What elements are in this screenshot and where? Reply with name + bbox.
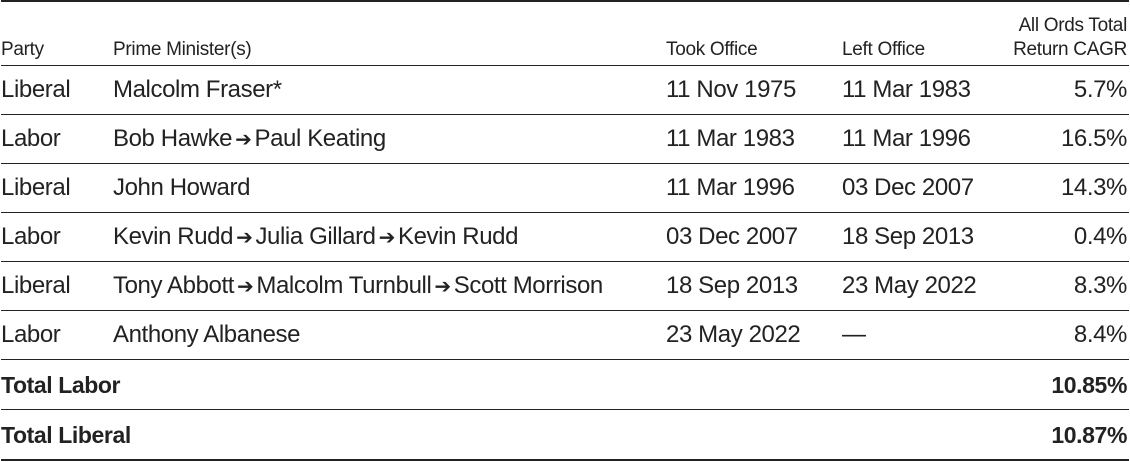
prime-minister-name: Julia Gillard	[255, 222, 376, 250]
header-party: Party	[1, 39, 44, 60]
cagr-cell: 8.3%	[1073, 272, 1128, 299]
prime-minister-name: Tony Abbott	[113, 271, 235, 299]
party-cell: Liberal	[1, 174, 71, 201]
party-cell: Labor	[1, 223, 61, 250]
right-arrow-icon: ➔	[236, 226, 253, 249]
left-office-cell: 03 Dec 2007	[842, 174, 974, 201]
cagr-cell: 16.5%	[1060, 125, 1127, 152]
right-arrow-icon: ➔	[434, 275, 451, 298]
prime-minister-name: Scott Morrison	[453, 271, 604, 299]
left-office-cell: 11 Mar 1996	[842, 125, 971, 152]
total-label: Total Liberal	[1, 421, 131, 448]
prime-minister-name: Bob Hawke	[113, 124, 233, 152]
cagr-cell: 14.3%	[1060, 174, 1127, 201]
prime-minister-cell: John Howard	[113, 164, 666, 213]
took-office-cell: 18 Sep 2013	[666, 272, 798, 299]
table-row: Liberal Tony Abbott ➔ Malcolm Turnbull ➔ Scot…	[1, 262, 1129, 311]
table-row: Labor Anthony Albanese 23 May 2022 — 8.4%	[1, 311, 1129, 360]
table-header: Party Prime Minister(s) Took Office Left…	[1, 1, 1129, 66]
table-row: Labor Kevin Rudd ➔ Julia Gillard ➔ Kevin Rudd…	[1, 213, 1129, 262]
cagr-cell: 5.7%	[1073, 76, 1128, 103]
table-row: Liberal John Howard 11 Mar 1996 03 Dec 2007…	[1, 164, 1129, 213]
right-arrow-icon: ➔	[378, 226, 396, 249]
prime-minister-cell: Kevin Rudd ➔ Julia Gillard ➔ Kevin Rudd	[113, 213, 666, 262]
took-office-cell: 23 May 2022	[666, 321, 801, 348]
header-left-office: Left Office	[842, 39, 925, 60]
prime-minister-name: Kevin Rudd	[113, 222, 234, 250]
prime-minister-name: Anthony Albanese	[113, 321, 301, 348]
prime-minister-name: Malcolm Fraser*	[113, 76, 282, 103]
header-took-office: Took Office	[666, 39, 758, 60]
left-office-cell: —	[842, 321, 866, 348]
header-prime-ministers: Prime Minister(s)	[113, 39, 252, 60]
table-row: Labor Bob Hawke ➔ Paul Keating 11 Mar 1983 11…	[1, 115, 1129, 164]
header-cagr-line2: Return CAGR	[1013, 39, 1127, 60]
cagr-cell: 8.4%	[1073, 321, 1128, 348]
total-row-labor: Total Labor 10.85%	[1, 360, 1129, 410]
prime-minister-cell: Tony Abbott ➔ Malcolm Turnbull ➔ Scott Morri…	[113, 262, 666, 311]
prime-minister-cell: Malcolm Fraser*	[113, 66, 666, 115]
prime-minister-name: Malcolm Turnbull	[256, 271, 432, 299]
table-row: Liberal Malcolm Fraser* 11 Nov 1975 11 Mar …	[1, 66, 1129, 115]
header-cagr: All Ords Total Return CAGR	[992, 1, 1129, 66]
prime-minister-name: Kevin Rudd	[398, 222, 519, 250]
right-arrow-icon: ➔	[235, 128, 252, 151]
took-office-cell: 11 Mar 1983	[666, 125, 795, 152]
left-office-cell: 23 May 2022	[842, 272, 977, 299]
took-office-cell: 11 Mar 1996	[666, 174, 795, 201]
party-cell: Liberal	[1, 272, 71, 299]
took-office-cell: 03 Dec 2007	[666, 223, 798, 250]
total-value: 10.87%	[1051, 421, 1127, 448]
prime-minister-cell: Bob Hawke ➔ Paul Keating	[113, 115, 666, 164]
header-row: Party Prime Minister(s) Took Office Left…	[1, 1, 1129, 66]
total-value: 10.85%	[1051, 371, 1127, 398]
total-label: Total Labor	[1, 371, 121, 398]
prime-minister-name: John Howard	[113, 174, 251, 201]
total-row-liberal: Total Liberal 10.87%	[1, 410, 1129, 460]
header-cagr-line1: All Ords Total	[1018, 15, 1128, 36]
prime-minister-cell: Anthony Albanese	[113, 311, 666, 360]
prime-minister-name: Paul Keating	[254, 124, 387, 152]
table-body: Liberal Malcolm Fraser* 11 Nov 1975 11 Mar …	[1, 66, 1129, 460]
party-cell: Liberal	[1, 76, 71, 103]
left-office-cell: 18 Sep 2013	[842, 223, 974, 250]
party-cell: Labor	[1, 321, 61, 348]
party-cell: Labor	[1, 125, 61, 152]
cagr-cell: 0.4%	[1073, 223, 1128, 250]
right-arrow-icon: ➔	[237, 275, 254, 298]
left-office-cell: 11 Mar 1983	[842, 76, 971, 103]
took-office-cell: 11 Nov 1975	[666, 76, 796, 103]
